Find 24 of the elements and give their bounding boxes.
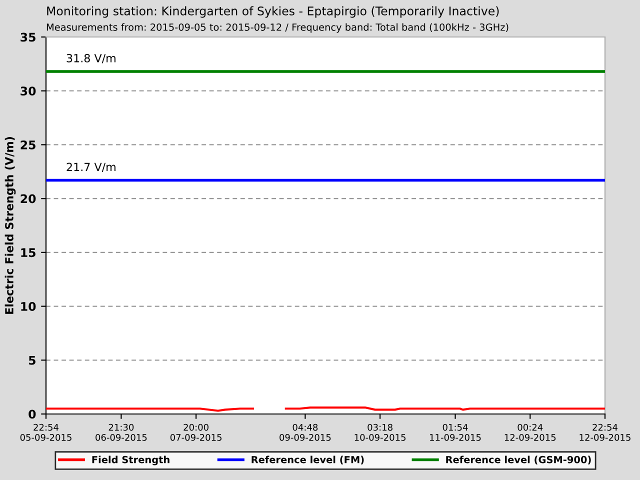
chart-title: Monitoring station: Kindergarten of Sykies - Eptapirgio (Temporarily Inactive) [47, 6, 499, 18]
legend-label: Field Strength [92, 456, 170, 466]
legend-label: Reference level (GSM-900) [446, 456, 591, 464]
annotation: 31.8 V/m [66, 54, 116, 64]
x-tick-label: 20:00 07-09-2015 [170, 424, 222, 441]
y-tick-label: 35 [20, 32, 36, 42]
y-tick-label: 15 [21, 248, 36, 258]
x-tick-label: 04:48 09-09-2015 [280, 424, 331, 441]
y-tick-label: 20 [20, 194, 36, 204]
x-tick-label: 00:24 12-09-2015 [504, 424, 556, 441]
y-tick-label: 5 [28, 356, 36, 365]
y-tick-label: 30 [20, 86, 36, 96]
y-tick-label: 25 [20, 140, 36, 150]
chart-subtitle: Measurements from: 2015-09-05 to: 2015-09-12 / Frequency band: Total band (100kHz - 3GHz) [46, 23, 508, 33]
x-tick-label: 22:54 12-09-2015 [580, 424, 630, 441]
x-tick-label: 01:54 11-09-2015 [430, 424, 481, 441]
annotation: 21.7 V/m [66, 162, 116, 172]
x-tick-label: 22:54 05-09-2015 [20, 424, 72, 441]
y-tick-label: 0 [28, 410, 36, 419]
legend-label: Reference level (FM) [252, 456, 364, 464]
x-tick-label: 03:18 10-09-2015 [354, 424, 406, 441]
x-tick-label: 21:30 06-09-2015 [96, 424, 147, 441]
y-tick-label: 10 [21, 302, 36, 311]
y-axis-title: Electric Field Strength (V/m) [4, 137, 16, 314]
